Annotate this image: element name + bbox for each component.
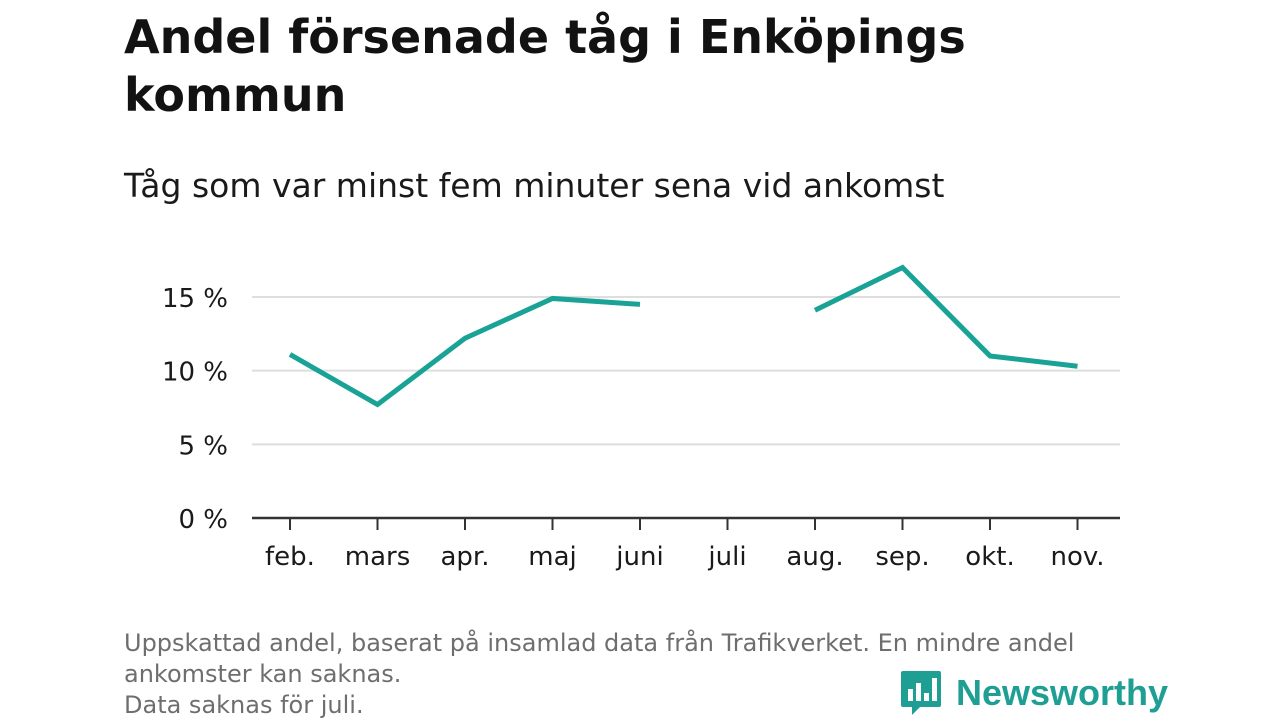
brand-name: Newsworthy [956,672,1169,713]
newsworthy-logo: Newsworthy [900,668,1168,718]
x-tick-label: feb. [265,542,315,572]
series-line-segment [288,295,641,408]
series-line-segment [813,264,1078,369]
footnote-line2: ankomster kan saknas. [124,660,402,688]
x-tick-label: maj [528,542,576,572]
x-tick-label: juli [707,542,746,572]
x-tick-label: okt. [965,542,1014,572]
chart-title-line2: kommun [124,68,347,122]
y-tick-label: 0 % [178,505,228,535]
x-tick-label: juni [615,542,663,572]
footnote: Uppskattad andel, baserat på insamlad da… [124,628,1184,721]
chart-title: Andel försenade tåg i Enköpings kommun [124,8,1024,124]
y-tick-label: 15 % [162,284,228,314]
chart-subtitle: Tåg som var minst fem minuter sena vid a… [124,166,945,205]
bar-chart-bubble-icon [901,671,941,715]
x-tick-label: nov. [1050,542,1104,572]
footnote-line1: Uppskattad andel, baserat på insamlad da… [124,629,1075,657]
y-tick-label: 5 % [178,431,228,461]
chart-title-line1: Andel försenade tåg i Enköpings [124,10,966,64]
x-tick-label: aug. [786,542,843,572]
x-tick-label: mars [345,542,411,572]
x-tick-label: apr. [440,542,489,572]
x-tick-label: sep. [875,542,929,572]
y-tick-label: 10 % [162,358,228,388]
footnote-line3: Data saknas för juli. [124,691,364,719]
